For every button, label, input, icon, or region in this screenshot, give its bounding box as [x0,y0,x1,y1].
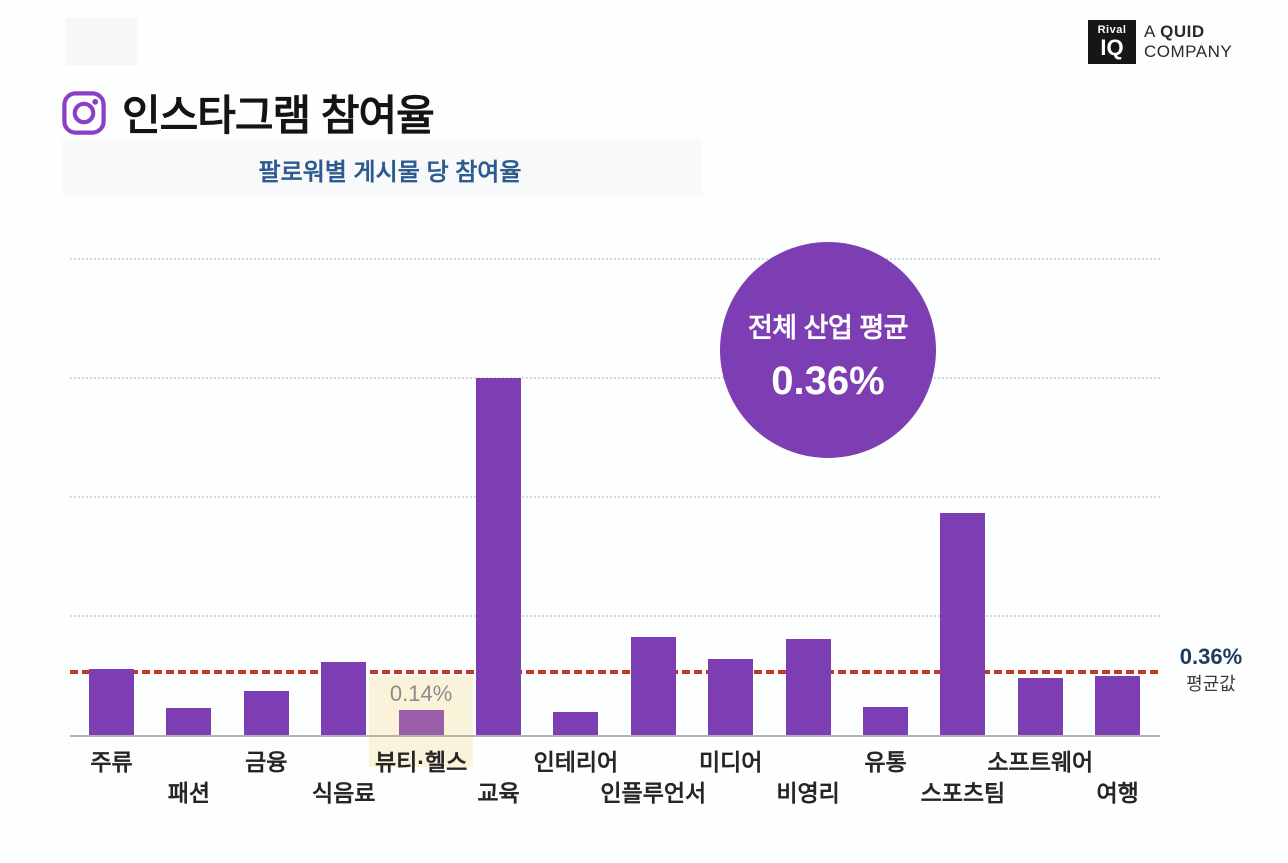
category-label-주류: 주류 [90,749,133,775]
category-label-인테리어: 인테리어 [533,749,619,775]
gridline [70,377,1160,379]
category-label-소프트웨어: 소프트웨어 [987,749,1094,775]
bar-인테리어 [553,712,599,735]
gridline [70,258,1160,260]
category-label-뷰티·헬스: 뷰티·헬스 [374,749,468,775]
bar-패션 [166,708,212,735]
background-accent-rect [65,18,137,65]
instagram-icon [62,90,106,135]
logo-badge-iq: IQ [1100,35,1124,60]
logo-tag-a: A [1144,22,1155,42]
bar-금융 [243,691,289,735]
category-label-인플루언서: 인플루언서 [600,780,707,806]
category-label-식음료: 식음료 [311,780,376,806]
category-label-미디어: 미디어 [698,749,763,775]
x-axis-line [70,735,1160,737]
badge-label: 전체 산업 평균 [747,313,909,343]
bar-비영리 [785,639,831,735]
logo-tag-quid: QUID [1160,22,1205,42]
logo-tag-company: COMPANY [1144,42,1233,61]
average-value-annotation: 0.36% 평균값 [1168,645,1254,696]
industry-average-badge: 전체 산업 평균 0.36% [720,242,936,458]
category-label-스포츠팀: 스포츠팀 [920,780,1006,806]
category-label-금융: 금융 [245,749,288,775]
page-title: 인스타그램 참여율 [122,92,435,139]
category-label-교육: 교육 [477,780,520,806]
bar-여행 [1095,676,1141,735]
bar-미디어 [708,659,754,735]
bar-유통 [863,707,908,735]
gridline [70,496,1160,498]
category-label-비영리: 비영리 [776,780,840,806]
badge-value: 0.36% [771,359,885,403]
bar-뷰티·헬스 [398,710,444,735]
average-dashed-line [70,670,1158,674]
bar-인플루언서 [630,637,676,735]
subtitle-background-panel [62,139,702,196]
category-label-여행: 여행 [1096,780,1139,806]
bar-스포츠팀 [940,513,986,735]
bar-주류 [89,669,134,735]
rivaliq-logo-badge: Rival IQ [1088,20,1136,64]
category-label-유통: 유통 [864,749,907,775]
average-caption: 평균값 [1186,674,1236,695]
bar-소프트웨어 [1017,678,1063,735]
gridline [70,615,1160,617]
average-value-label: 0.36% [1179,644,1243,669]
bar-식음료 [321,662,367,735]
highlight-value-label: 0.14% [389,681,453,706]
chart-header: 인스타그램 참여율 [60,82,435,143]
rivaliq-logo: Rival IQ A QUID COMPANY [1088,20,1232,64]
chart-subtitle: 팔로워별 게시물 당 참여율 [258,159,522,186]
logo-badge-rival: Rival [1097,24,1127,36]
category-label-패션: 패션 [167,780,211,806]
bar-교육 [476,378,521,735]
logo-tagline: A QUID COMPANY [1144,22,1232,61]
